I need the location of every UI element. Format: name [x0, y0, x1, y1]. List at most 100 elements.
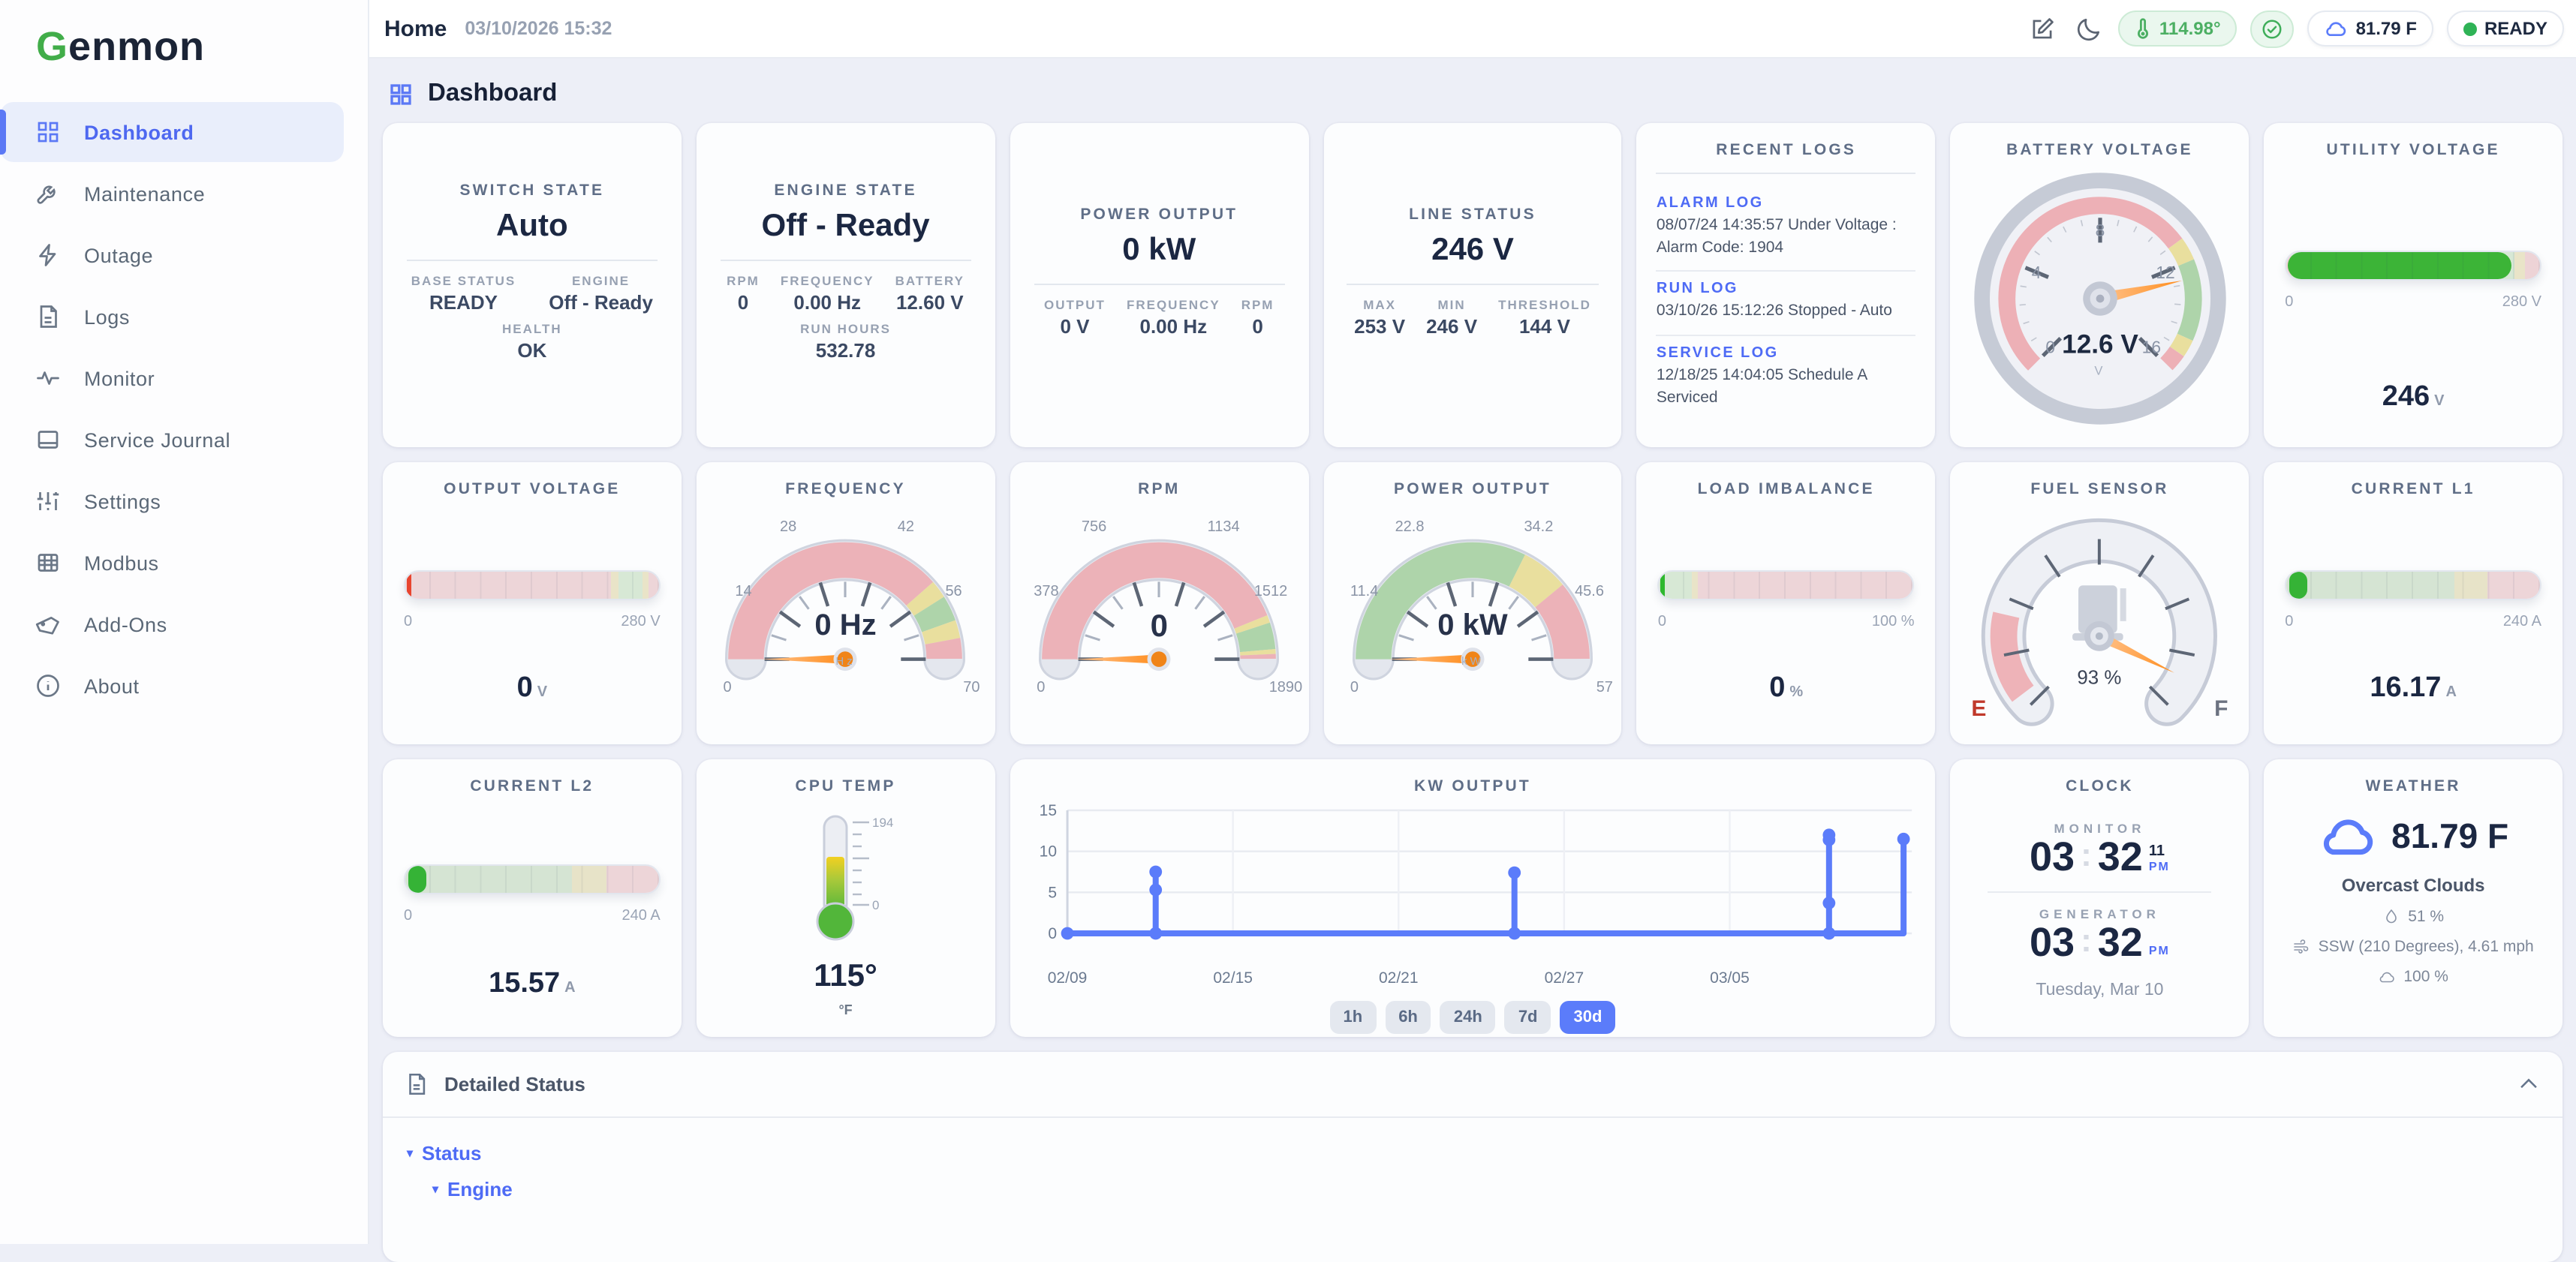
field-label: RPM	[1241, 297, 1274, 312]
frequency-value: 0 Hz	[814, 608, 877, 642]
active-indicator	[0, 110, 6, 155]
card-title: LOAD IMBALANCE	[1697, 480, 1875, 498]
wind-icon	[2294, 939, 2309, 954]
range-button-1h[interactable]: 1h	[1329, 1001, 1377, 1034]
activity-pulse-icon	[37, 371, 59, 385]
gauge-tick-label: 378	[1034, 583, 1059, 600]
sidebar-item-dashboard[interactable]: Dashboard	[0, 102, 344, 162]
field-label: THRESHOLD	[1498, 297, 1591, 312]
sidebar-item-logs[interactable]: Logs	[0, 287, 344, 347]
cpu-temp-value: 115°	[814, 959, 877, 993]
moon-icon	[2077, 17, 2099, 41]
run-log-link[interactable]: RUN LOG	[1656, 281, 1738, 298]
field-value: 12.60 V	[895, 291, 964, 314]
svg-text:03/05: 03/05	[1710, 969, 1750, 987]
edit-button[interactable]	[2026, 12, 2059, 45]
gauge-needle	[2098, 280, 2182, 305]
field-label: FREQUENCY	[780, 273, 874, 288]
bar-min-label: 0	[2285, 614, 2294, 630]
thermo-max-label: 194	[873, 816, 894, 830]
exhaust-temp-value: 114.98°	[2159, 18, 2221, 39]
switch-state-card: SWITCH STATE Auto BASE STATUS READY ENGIN…	[383, 123, 682, 447]
weather-humidity-row: 51 %	[2264, 908, 2562, 926]
field-value: 0	[1252, 315, 1263, 338]
gauge-tick-label: 1134	[1207, 518, 1240, 536]
card-title: FUEL SENSOR	[2030, 480, 2169, 498]
field-label: FREQUENCY	[1126, 297, 1220, 312]
sidebar-item-label: Modbus	[84, 551, 159, 574]
detailed-status-header[interactable]: Detailed Status	[383, 1052, 2562, 1118]
sidebar-item-settings[interactable]: Settings	[0, 471, 344, 531]
svg-text:10: 10	[1039, 843, 1056, 861]
sidebar-item-about[interactable]: About	[0, 656, 344, 716]
field-label: RPM	[727, 273, 760, 288]
gauge-tick-label: 1512	[1253, 583, 1288, 600]
service-log-link[interactable]: SERVICE LOG	[1656, 344, 1779, 362]
field-value: Off - Ready	[549, 291, 653, 314]
sidebar-item-maintenance[interactable]: Maintenance	[0, 164, 344, 224]
range-button-6h[interactable]: 6h	[1385, 1001, 1431, 1034]
battery-voltage-unit: V	[2094, 363, 2105, 377]
bar-max-label: 280 V	[621, 614, 661, 630]
range-button-7d[interactable]: 7d	[1504, 1001, 1551, 1034]
line-status-card: LINE STATUS 246 V MAX 253 V MIN 246 V THRE…	[1323, 123, 1622, 447]
alarm-log-link[interactable]: ALARM LOG	[1656, 195, 1764, 212]
ready-status-badge[interactable]: READY	[2446, 11, 2564, 47]
card-title: WEATHER	[2365, 777, 2461, 795]
cpu-temp-unit: °F	[838, 1002, 853, 1017]
exhaust-temp-badge[interactable]: 114.98°	[2118, 11, 2237, 47]
generator-clock-time: 03 : 32 PM	[2030, 920, 2170, 965]
line-status-value: 246 V	[1431, 233, 1514, 267]
field-label: RUN HOURS	[800, 321, 892, 336]
bar-max-label: 100 %	[1871, 614, 1915, 630]
gauge-tick-label: 0	[723, 679, 732, 696]
sidebar-item-label: Outage	[84, 244, 154, 266]
dark-mode-toggle[interactable]	[2072, 12, 2105, 45]
power-gauge-value: 0 kW	[1437, 608, 1508, 642]
field-value: 246 V	[1426, 315, 1478, 338]
divider	[1347, 284, 1598, 285]
sidebar-item-outage[interactable]: Outage	[0, 225, 344, 285]
chevron-up-icon[interactable]	[2516, 1071, 2541, 1097]
power-gauge-unit: kW	[1461, 654, 1484, 668]
sidebar-item-service-journal[interactable]: Service Journal	[0, 410, 344, 470]
log-text: 08/07/24 14:35:57 Under Voltage : Alarm …	[1656, 216, 1897, 257]
log-entry: ALARM LOG 08/07/24 14:35:57 Under Voltag…	[1656, 186, 1916, 272]
battery-voltage-value: 12.6 V	[2062, 329, 2138, 359]
tree-link-engine[interactable]: ▾ Engine	[432, 1178, 513, 1200]
tree-link-status[interactable]: ▾ Status	[407, 1142, 482, 1164]
bar-min-label: 0	[404, 908, 413, 924]
sidebar-item-modbus[interactable]: Modbus	[0, 533, 344, 593]
bolt-icon	[39, 244, 56, 266]
gauge-needle	[762, 654, 846, 664]
wrench-icon	[37, 185, 56, 204]
weather-badge[interactable]: 81.79 F	[2307, 11, 2433, 47]
sidebar-item-label: Add-Ons	[84, 613, 167, 636]
sidebar-item-add-ons[interactable]: Add-Ons	[0, 594, 344, 654]
kw-output-chart-card: KW OUTPUT 0 5 10 15 02/09 02/15 02/21 02/27 03/…	[1010, 759, 1936, 1037]
gauge-tick-label: 42	[897, 518, 915, 536]
range-button-30d[interactable]: 30d	[1560, 1001, 1616, 1034]
divider	[406, 260, 658, 261]
sidebar-item-label: Service Journal	[84, 428, 231, 451]
field-value: OK	[517, 339, 547, 362]
field-value: 0.00 Hz	[793, 291, 862, 314]
fuel-empty-label: E	[1971, 696, 1987, 722]
monitor-clock-time: 03 : 32 11 PM	[2030, 834, 2170, 879]
sidebar-item-monitor[interactable]: Monitor	[0, 348, 344, 408]
health-ok-badge[interactable]	[2250, 10, 2295, 47]
tag-icon	[35, 617, 59, 635]
clock-date: Tuesday, Mar 10	[2036, 981, 2164, 999]
weather-temp: 81.79 F	[2391, 816, 2509, 855]
app-logo: Genmon	[36, 24, 206, 69]
field-value: 0	[737, 291, 749, 314]
gauge-needle	[2097, 631, 2175, 673]
card-title: SWITCH STATE	[459, 182, 605, 200]
weather-temp-value: 81.79 F	[2355, 18, 2417, 39]
range-button-24h[interactable]: 24h	[1440, 1001, 1496, 1034]
field-value: 144 V	[1518, 315, 1570, 338]
switch-state-value: Auto	[496, 209, 568, 243]
frequency-gauge	[697, 501, 995, 744]
bar-min-label: 0	[404, 614, 413, 630]
